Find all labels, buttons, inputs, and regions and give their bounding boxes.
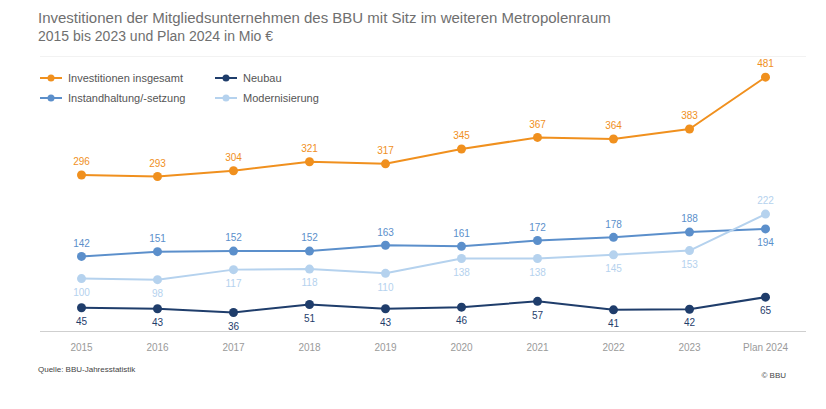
svg-text:57: 57	[532, 310, 544, 321]
svg-text:2018: 2018	[298, 342, 321, 353]
svg-text:222: 222	[757, 195, 774, 206]
svg-text:138: 138	[529, 267, 546, 278]
svg-text:2023: 2023	[678, 342, 701, 353]
html-text:2015 bis 2023 und Plan 2024 in: 2015 bis 2023 und Plan 2024 in Mio €	[38, 28, 274, 44]
svg-text:383: 383	[681, 110, 698, 121]
svg-text:172: 172	[529, 222, 546, 233]
svg-text:142: 142	[73, 238, 90, 249]
svg-text:118: 118	[302, 277, 318, 288]
svg-text:296: 296	[73, 156, 90, 167]
svg-text:178: 178	[605, 219, 622, 230]
svg-text:36: 36	[228, 321, 240, 332]
svg-text:46: 46	[456, 315, 468, 326]
svg-text:367: 367	[529, 119, 546, 130]
svg-text:45: 45	[76, 316, 88, 327]
svg-text:194: 194	[757, 237, 774, 248]
svg-text:364: 364	[605, 120, 622, 131]
svg-text:65: 65	[760, 305, 772, 316]
html-text:Modernisierung: Modernisierung	[243, 92, 319, 104]
svg-text:161: 161	[453, 228, 470, 239]
svg-text:151: 151	[149, 233, 166, 244]
html-text:Quelle: BBU-Jahresstatistik: Quelle: BBU-Jahresstatistik	[38, 365, 136, 374]
svg-text:110: 110	[378, 282, 394, 293]
svg-text:2016: 2016	[146, 342, 169, 353]
html-text:© BBU: © BBU	[761, 371, 786, 380]
svg-text:2015: 2015	[70, 342, 93, 353]
svg-text:152: 152	[225, 232, 242, 243]
svg-text:43: 43	[380, 317, 392, 328]
svg-text:153: 153	[681, 259, 698, 270]
svg-text:42: 42	[684, 317, 696, 328]
svg-text:2022: 2022	[602, 342, 625, 353]
svg-text:43: 43	[152, 317, 164, 328]
html-text:Investitionen der Mitgliedsunt: Investitionen der Mitgliedsunternehmen d…	[38, 9, 611, 26]
svg-text:98: 98	[152, 288, 164, 299]
svg-text:317: 317	[377, 145, 394, 156]
svg-text:188: 188	[681, 213, 698, 224]
svg-text:138: 138	[453, 267, 470, 278]
svg-text:152: 152	[301, 232, 318, 243]
html-text:Instandhaltung/-setzung: Instandhaltung/-setzung	[68, 92, 186, 104]
svg-text:2021: 2021	[526, 342, 549, 353]
svg-text:321: 321	[301, 143, 318, 154]
svg-text:145: 145	[605, 263, 622, 274]
svg-text:163: 163	[377, 226, 394, 237]
svg-text:Plan 2024: Plan 2024	[743, 342, 788, 353]
svg-text:51: 51	[304, 313, 316, 324]
svg-text:481: 481	[757, 58, 774, 69]
svg-text:2020: 2020	[450, 342, 473, 353]
html-text:Neubau: Neubau	[243, 72, 282, 84]
svg-text:117: 117	[226, 278, 242, 289]
svg-text:345: 345	[453, 130, 470, 141]
svg-text:41: 41	[608, 318, 620, 329]
svg-text:2017: 2017	[222, 342, 245, 353]
svg-text:2019: 2019	[374, 342, 397, 353]
html-text:Investitionen insgesamt: Investitionen insgesamt	[68, 72, 183, 84]
svg-text:293: 293	[149, 158, 166, 169]
svg-text:100: 100	[73, 287, 90, 298]
svg-text:304: 304	[225, 152, 242, 163]
